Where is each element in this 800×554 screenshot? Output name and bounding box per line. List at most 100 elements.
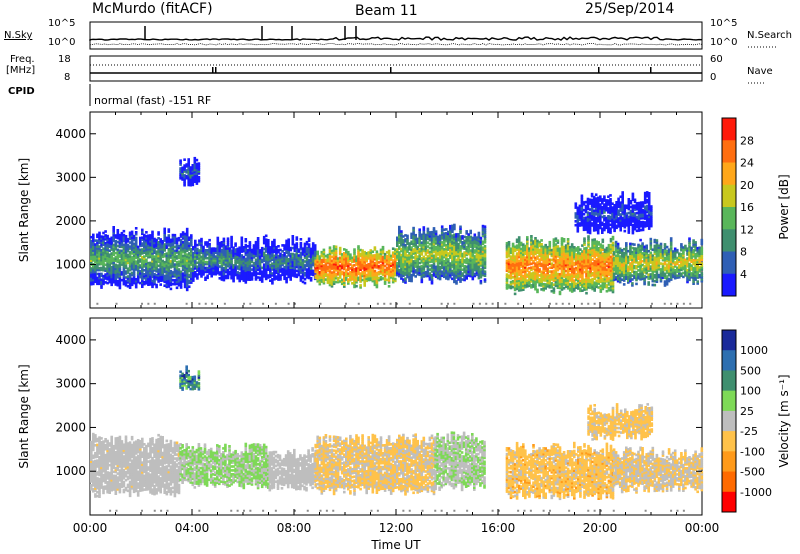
data-cell xyxy=(473,268,477,272)
data-cell xyxy=(232,248,235,252)
data-cell xyxy=(609,273,613,276)
data-cell xyxy=(153,241,156,245)
data-cell xyxy=(593,277,596,281)
data-cell xyxy=(264,248,268,251)
data-cell xyxy=(293,257,297,260)
data-cell xyxy=(279,256,282,260)
data-cell xyxy=(371,268,375,271)
data-cell xyxy=(447,252,450,255)
data-cell xyxy=(365,263,368,267)
data-cell xyxy=(463,241,466,244)
data-cell xyxy=(373,256,377,259)
data-cell xyxy=(471,250,475,253)
data-cell xyxy=(540,250,543,254)
data-cell xyxy=(430,276,434,279)
data-cell xyxy=(436,276,440,280)
data-cell xyxy=(155,246,158,250)
data-cell xyxy=(324,266,328,270)
data-cell xyxy=(110,238,113,242)
data-cell xyxy=(324,260,328,264)
data-cell xyxy=(422,275,426,278)
data-cell xyxy=(132,275,136,279)
data-cell xyxy=(432,270,436,273)
data-cell xyxy=(283,267,286,271)
data-cell xyxy=(597,249,600,252)
data-cell xyxy=(587,250,590,254)
data-cell xyxy=(609,245,613,249)
data-cell xyxy=(100,251,103,254)
data-cell xyxy=(311,257,315,261)
data-cell xyxy=(398,251,401,254)
data-cell xyxy=(430,236,434,240)
data-cell xyxy=(616,272,620,275)
data-cell xyxy=(552,246,556,249)
data-cell xyxy=(402,246,405,250)
data-cell xyxy=(599,290,603,293)
data-cell xyxy=(143,269,146,272)
data-cell xyxy=(289,278,292,281)
data-cell xyxy=(328,258,332,261)
data-cell xyxy=(430,240,434,244)
data-cell xyxy=(316,260,319,263)
station-title: McMurdo (fitACF) xyxy=(92,1,213,17)
data-cell xyxy=(505,277,509,280)
data-cell xyxy=(507,270,511,273)
data-cell xyxy=(548,262,552,265)
data-cell xyxy=(200,263,203,266)
data-cell xyxy=(185,239,189,243)
data-cell xyxy=(118,267,122,270)
data-cell xyxy=(134,280,138,283)
data-cell xyxy=(394,250,397,253)
data-cell xyxy=(254,274,258,277)
data-cell xyxy=(220,268,224,271)
data-cell xyxy=(187,258,191,261)
data-cell xyxy=(208,254,211,258)
data-cell xyxy=(528,280,531,284)
data-cell xyxy=(410,242,413,245)
data-cell xyxy=(391,280,395,284)
data-cell xyxy=(377,253,381,256)
data-cell xyxy=(359,260,362,264)
data-cell xyxy=(540,256,543,260)
data-cell xyxy=(593,240,596,243)
data-cell xyxy=(285,280,288,284)
data-cell xyxy=(264,244,268,247)
data-cell xyxy=(320,262,324,266)
data-cell xyxy=(269,263,272,267)
data-cell xyxy=(367,268,370,272)
data-cell xyxy=(528,259,531,262)
data-cell xyxy=(398,239,401,243)
data-cell xyxy=(114,245,118,249)
data-cell xyxy=(124,235,128,238)
data-cell xyxy=(258,255,262,258)
data-cell xyxy=(324,274,328,277)
data-cell xyxy=(169,246,173,249)
data-cell xyxy=(593,267,596,271)
data-cell xyxy=(232,256,235,259)
data-cell xyxy=(307,239,311,242)
data-cell xyxy=(428,272,432,275)
data-cell xyxy=(534,262,537,265)
data-cell xyxy=(404,263,407,267)
data-cell xyxy=(104,238,107,241)
data-cell xyxy=(112,257,115,260)
data-cell xyxy=(548,270,552,273)
data-cell xyxy=(365,277,368,281)
data-cell xyxy=(453,233,456,237)
data-cell xyxy=(252,271,256,275)
data-cell xyxy=(92,239,95,243)
data-cell xyxy=(238,279,241,283)
data-cell xyxy=(558,249,562,253)
data-cell xyxy=(479,254,483,257)
data-cell xyxy=(318,280,322,284)
data-cell xyxy=(112,231,115,235)
data-cell xyxy=(430,230,434,234)
data-cell xyxy=(369,253,373,256)
data-cell xyxy=(607,283,611,286)
data-cell xyxy=(412,267,415,271)
data-cell xyxy=(428,260,432,264)
data-cell xyxy=(440,233,444,236)
data-cell xyxy=(252,254,256,257)
data-cell xyxy=(519,271,523,274)
data-cell xyxy=(163,260,166,264)
